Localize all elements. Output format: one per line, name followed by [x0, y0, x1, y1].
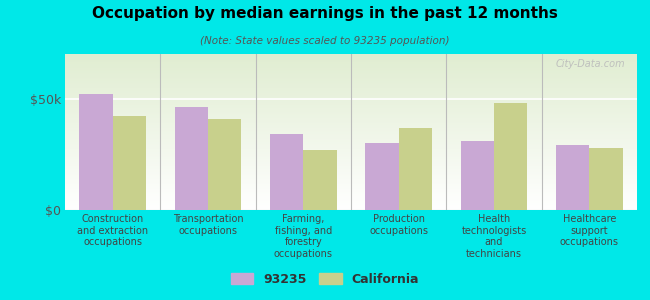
Bar: [556, 146, 590, 210]
Bar: [494, 103, 527, 210]
Bar: [304, 150, 337, 210]
Bar: [112, 116, 146, 210]
Bar: [365, 143, 398, 210]
Bar: [398, 128, 432, 210]
Bar: [175, 107, 208, 210]
Bar: [270, 134, 304, 210]
Bar: [590, 148, 623, 210]
Bar: [208, 118, 241, 210]
Text: City-Data.com: City-Data.com: [556, 59, 625, 69]
Bar: [79, 94, 112, 210]
Text: Occupation by median earnings in the past 12 months: Occupation by median earnings in the pas…: [92, 6, 558, 21]
Legend: 93235, California: 93235, California: [226, 268, 424, 291]
Text: (Note: State values scaled to 93235 population): (Note: State values scaled to 93235 popu…: [200, 36, 450, 46]
Bar: [461, 141, 494, 210]
